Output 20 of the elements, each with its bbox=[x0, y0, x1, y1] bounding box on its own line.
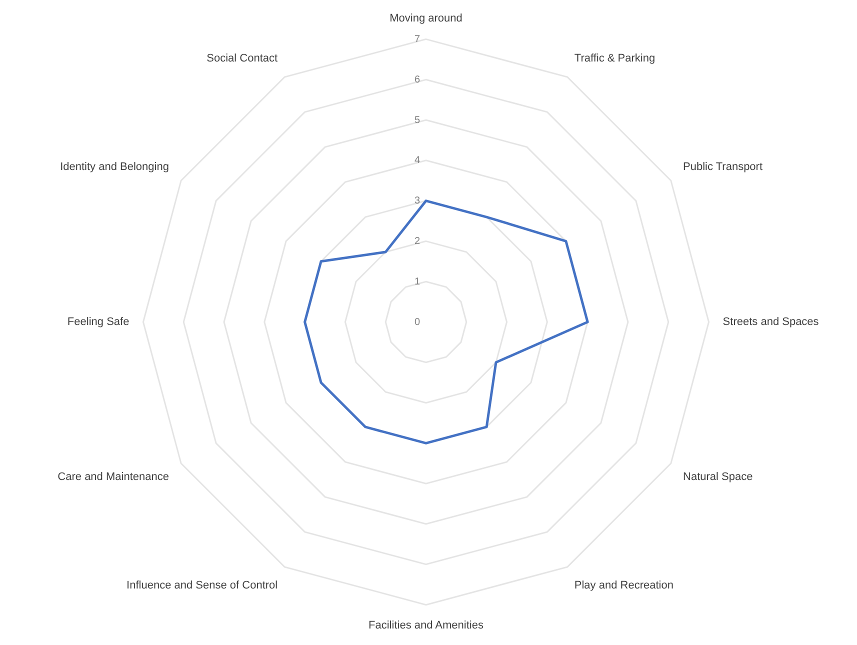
spoke-label: Streets and Spaces bbox=[722, 316, 820, 328]
y-tick-label: 0 bbox=[414, 316, 420, 328]
y-tick-label: 7 bbox=[414, 34, 420, 45]
spoke-label: Feeling Safe bbox=[67, 316, 130, 328]
y-tick-label: 1 bbox=[414, 276, 420, 288]
spoke-label: Social Contact bbox=[206, 52, 278, 64]
spoke-label: Influence and Sense of Control bbox=[126, 580, 278, 592]
spoke-label: Play and Recreation bbox=[574, 580, 674, 592]
y-tick-label: 3 bbox=[414, 196, 420, 207]
spoke-label: Moving around bbox=[390, 12, 462, 25]
spoke-label: Facilities and Amenities bbox=[368, 619, 484, 632]
y-tick-label: 2 bbox=[414, 236, 420, 247]
y-tick-label: 4 bbox=[414, 155, 420, 166]
spoke-label: Natural Space bbox=[683, 471, 753, 484]
spoke-label: Traffic & Parking bbox=[574, 52, 656, 64]
spoke-label: Identity and Belonging bbox=[60, 161, 169, 174]
y-tick-label: 6 bbox=[414, 74, 420, 86]
spoke-label: Care and Maintenance bbox=[58, 471, 169, 484]
y-tick-label: 5 bbox=[414, 114, 420, 126]
spoke-label: Public Transport bbox=[683, 161, 763, 174]
